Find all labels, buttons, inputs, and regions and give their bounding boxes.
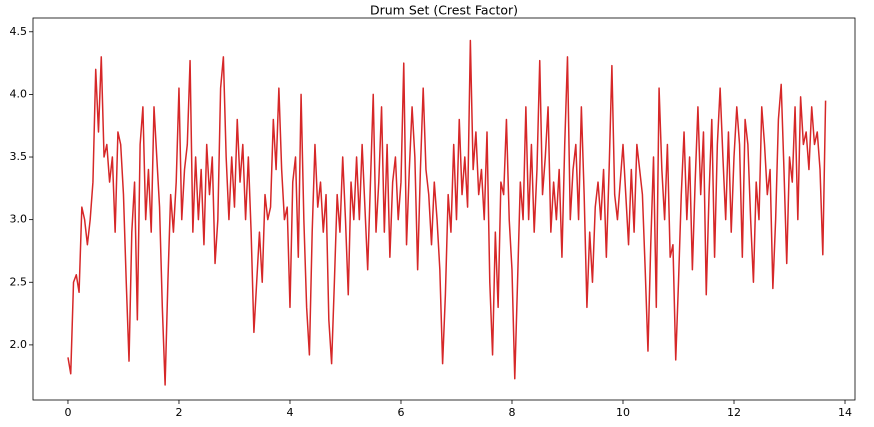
x-tick-label: 6 [397, 406, 404, 419]
chart-title: Drum Set (Crest Factor) [370, 3, 518, 18]
x-tick-label: 8 [508, 406, 515, 419]
x-tick-label: 14 [838, 406, 852, 419]
y-tick-label: 3.5 [10, 150, 28, 163]
x-tick-label: 12 [727, 406, 741, 419]
x-tick-label: 0 [64, 406, 71, 419]
y-tick-label: 4.5 [10, 25, 28, 38]
y-tick-label: 2.5 [10, 275, 28, 288]
x-tick-label: 4 [286, 406, 293, 419]
x-tick-label: 2 [175, 406, 182, 419]
plot-frame [32, 17, 856, 401]
x-tick-label: 10 [616, 406, 630, 419]
y-tick-label: 3.0 [10, 213, 28, 226]
y-tick-label: 4.0 [10, 87, 28, 100]
y-tick-label: 2.0 [10, 338, 28, 351]
data-line [67, 39, 827, 386]
